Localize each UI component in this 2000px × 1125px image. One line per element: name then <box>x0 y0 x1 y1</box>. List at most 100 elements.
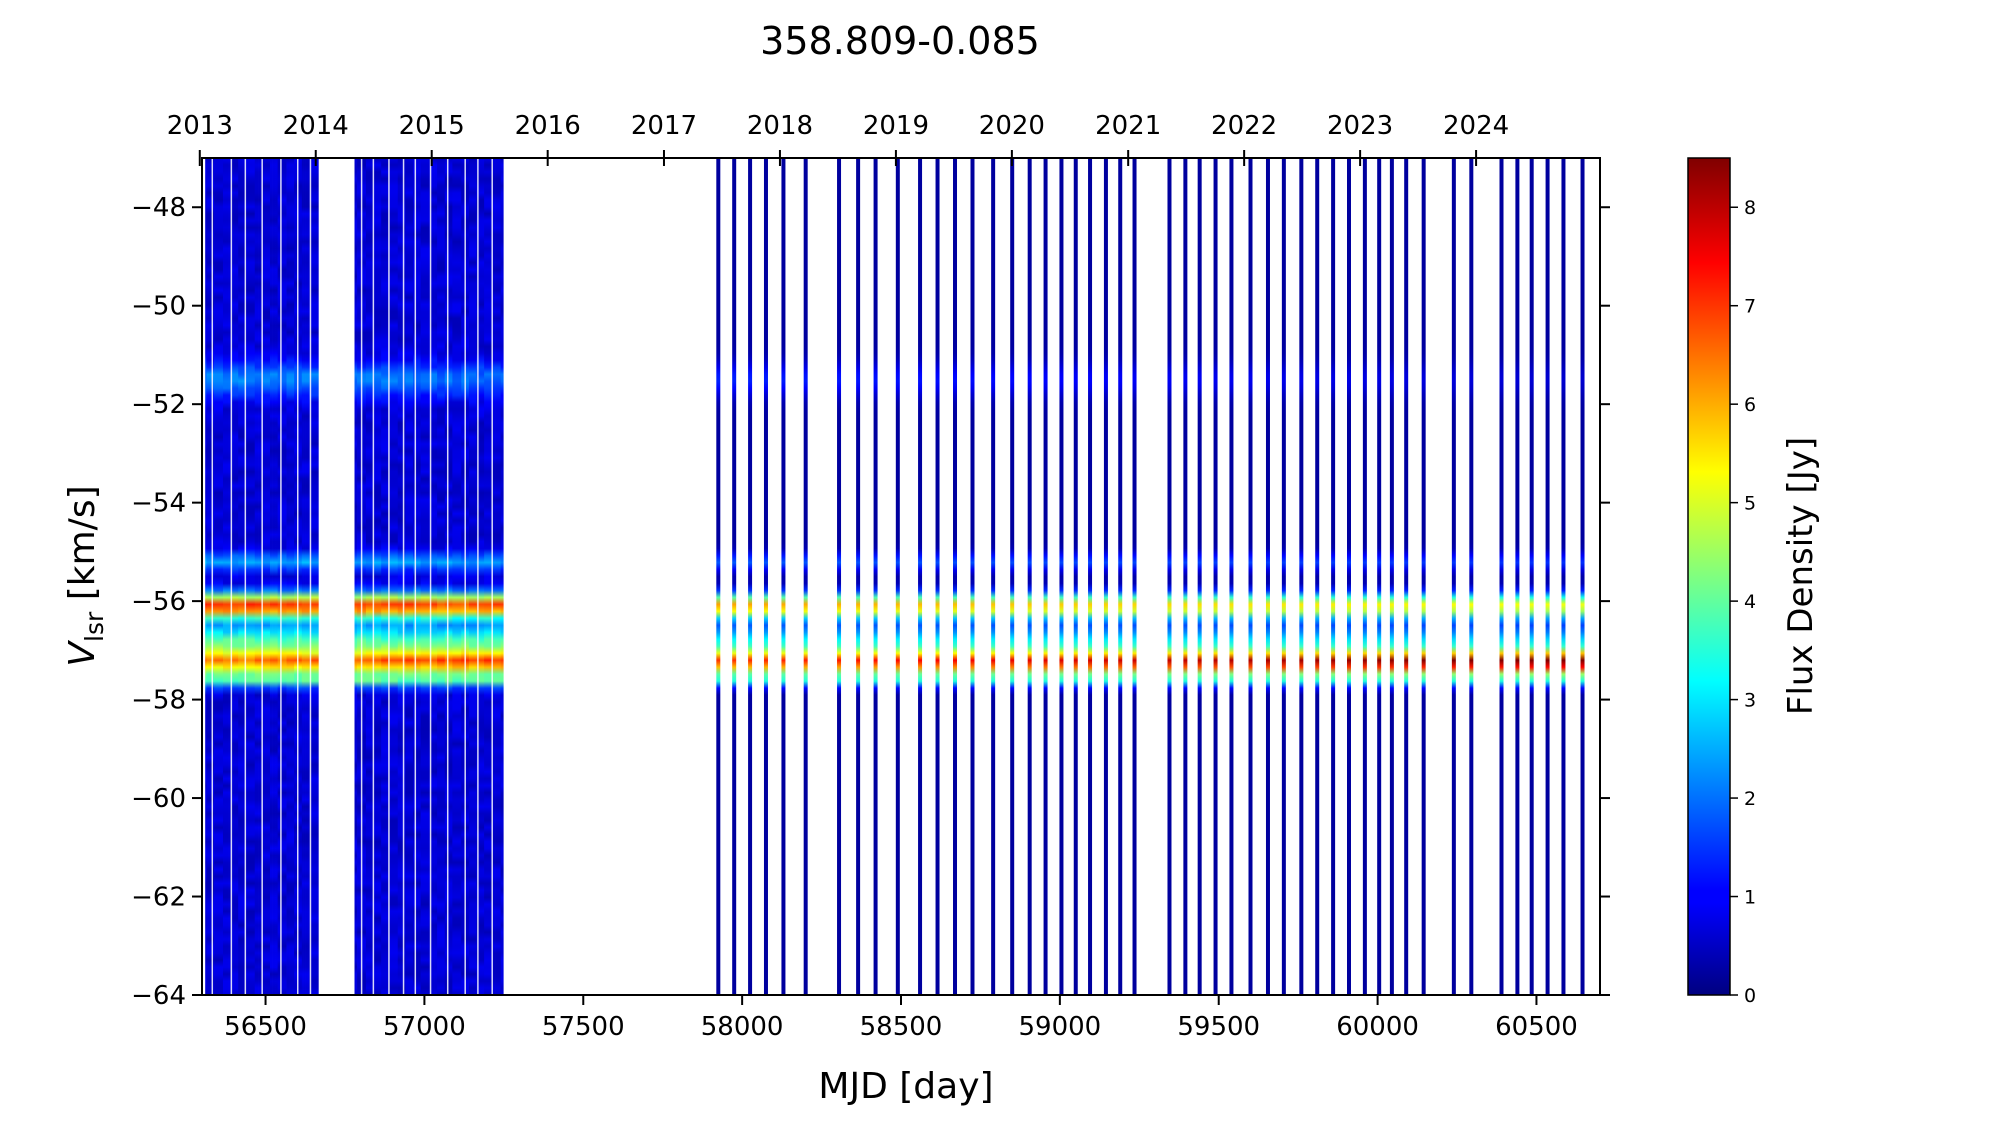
observation-epoch <box>856 158 861 995</box>
observation-epoch <box>1197 158 1202 995</box>
y-tick-label: −58 <box>131 686 186 716</box>
observation-epoch <box>991 158 996 995</box>
observation-epoch <box>1499 158 1504 995</box>
spectrum-column-dense <box>216 158 219 995</box>
observation-gap <box>414 158 417 995</box>
spectrum-column-dense <box>299 158 301 995</box>
spectrum-column-dense <box>359 158 362 995</box>
observation-gap <box>261 158 263 995</box>
spectrum-column-dense <box>242 158 244 995</box>
year-tick-label: 2021 <box>1095 111 1161 141</box>
spectrum-column-dense <box>386 158 388 995</box>
spectrum-column-dense <box>391 158 394 995</box>
spectrum-column-dense <box>238 158 240 995</box>
spectrum-column-dense <box>286 158 289 995</box>
y-axis-label-unit: [km/s] <box>62 485 103 611</box>
spectrum-column-dense <box>282 158 285 995</box>
spectrum-column-dense <box>430 158 433 995</box>
spectrum-column-dense <box>311 158 314 995</box>
year-tick-label: 2014 <box>283 111 349 141</box>
spectrum-column-dense <box>471 158 474 995</box>
colorbar-tick-label: 5 <box>1744 493 1756 515</box>
observation-epoch <box>1043 158 1048 995</box>
spectrum-column-dense <box>409 158 411 995</box>
colorbar-tick-label: 8 <box>1744 197 1756 219</box>
spectrum-column-dense <box>416 158 419 995</box>
spectrum-column-dense <box>482 158 485 995</box>
year-tick-label: 2020 <box>979 111 1045 141</box>
spectrum-column-dense <box>267 158 270 995</box>
spectrum-column-dense <box>266 158 268 995</box>
observation-gap <box>491 158 493 995</box>
colorbar-tick-label: 1 <box>1744 887 1756 909</box>
spectrum-column-dense <box>229 158 231 995</box>
observation-epoch <box>1469 158 1474 995</box>
spectrum-column-dense <box>426 158 429 995</box>
spectrum-column-dense <box>412 158 415 995</box>
x-tick-label: 57000 <box>383 1012 466 1042</box>
spectrum-column-dense <box>276 158 279 995</box>
y-tick-label: −54 <box>131 489 186 519</box>
spectrum-column-dense <box>404 158 406 995</box>
observation-epoch <box>1229 158 1234 995</box>
spectrum-column-dense <box>382 158 385 995</box>
observation-gap <box>309 158 312 995</box>
spectrum-column-dense <box>256 158 258 995</box>
spectrum-column-dense <box>452 158 455 995</box>
spectrum-column-dense <box>454 158 457 995</box>
spectrum-column-dense <box>355 158 358 995</box>
spectrum-column-dense <box>240 158 243 995</box>
spectrum-column-dense <box>273 158 276 995</box>
spectrum-column-dense <box>440 158 443 995</box>
spectrum-column-dense <box>383 158 386 995</box>
spectrum-column-dense <box>249 158 252 995</box>
colorbar-axis: 0 1 2 3 4 5 6 7 8 <box>1730 197 1756 1007</box>
observation-epoch <box>873 158 878 995</box>
observation-epoch <box>1059 158 1064 995</box>
spectrum-column-dense <box>457 158 460 995</box>
spectrum-column-dense <box>290 158 292 995</box>
spectrum-column-dense <box>428 158 430 995</box>
observation-epoch <box>895 158 900 995</box>
y-tick-label: −60 <box>131 784 186 814</box>
year-tick-label: 2019 <box>863 111 929 141</box>
observation-epoch <box>716 158 721 995</box>
spectrum-column-dense <box>364 158 367 995</box>
spectrum-column-dense <box>226 158 229 995</box>
spectrum-column-dense <box>498 158 500 995</box>
spectrum-column-dense <box>221 158 224 995</box>
observation-epoch <box>953 158 958 995</box>
observation-epoch <box>1103 158 1108 995</box>
spectrum-column-dense <box>448 158 451 995</box>
observation-epoch <box>837 158 842 995</box>
spectrum-column-dense <box>317 158 319 995</box>
colorbar-tick-label: 2 <box>1744 788 1756 810</box>
spectrum-column-dense <box>410 158 413 995</box>
observation-epoch <box>1545 158 1550 995</box>
spectrum-column-dense <box>490 158 493 995</box>
colorbar-tick-label: 7 <box>1744 296 1756 318</box>
spectrum-column-dense <box>406 158 409 995</box>
spectrum-column-dense <box>486 158 489 995</box>
spectrum-column-dense <box>354 158 357 995</box>
spectrum-column-dense <box>500 158 503 995</box>
observation-gap <box>429 158 432 995</box>
spectrum-column-dense <box>306 158 309 995</box>
spectrum-column-dense <box>215 158 218 995</box>
spectrum-column-dense <box>481 158 484 995</box>
spectrum-column-dense <box>374 158 377 995</box>
spectrum-column-dense <box>292 158 295 995</box>
spectrum-column-dense <box>487 158 490 995</box>
spectrum-column-dense <box>499 158 502 995</box>
spectrum-column-dense <box>444 158 447 995</box>
spectrum-column-dense <box>449 158 452 995</box>
observation-epoch <box>1248 158 1253 995</box>
spectrum-column-dense <box>496 158 499 995</box>
spectrum-column-dense <box>314 158 317 995</box>
x-axis-bottom: 56500 57000 57500 58000 58500 59000 59500 60000… <box>224 995 1578 1042</box>
spectrum-column-dense <box>214 158 216 995</box>
observation-epoch <box>1118 158 1123 995</box>
spectrum-column-dense <box>371 158 373 995</box>
spectrum-column-dense <box>207 158 210 995</box>
spectrum-column-dense <box>250 158 253 995</box>
